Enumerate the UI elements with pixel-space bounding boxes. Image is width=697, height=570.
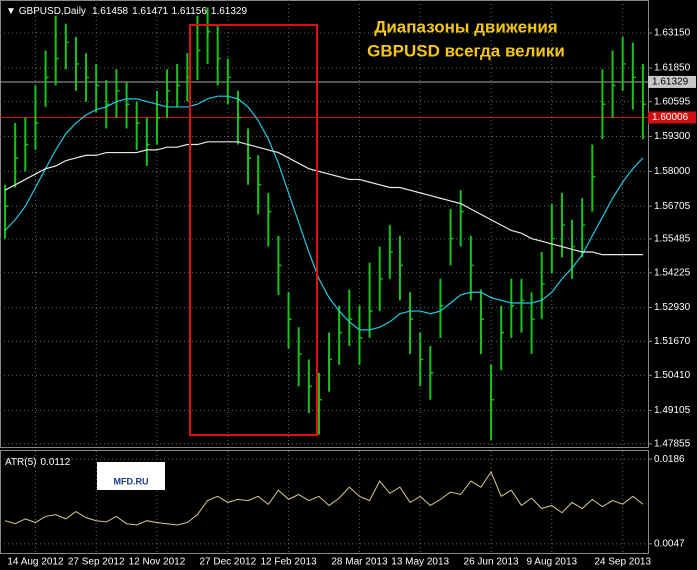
annotation: Диапазоны движения	[374, 17, 557, 36]
close: 1.61329	[211, 6, 248, 17]
open: 1.61458	[92, 6, 129, 17]
x-tick-label: 24 Sep 2013	[594, 557, 651, 568]
last-price-label: 1.61329	[652, 77, 689, 88]
y-tick-label: 1.54225	[654, 267, 691, 278]
logo	[97, 462, 165, 490]
y-tick-label: 1.56705	[654, 201, 691, 212]
annotation: GBPUSD всегда велики	[367, 41, 565, 60]
x-tick-label: 27 Sep 2012	[68, 557, 125, 568]
x-tick-label: 26 Jun 2013	[464, 557, 519, 568]
y-tick-label: 0.0186	[654, 454, 685, 465]
x-tick-label: 28 Mar 2013	[331, 557, 388, 568]
header: ▼ GBPUSD,Daily 1.61458 1.61471 1.61156 1.613…	[6, 6, 247, 17]
highlight-box	[189, 24, 318, 436]
y-tick-label: 1.50410	[654, 370, 691, 381]
y-tick-label: 1.59300	[654, 131, 691, 142]
indicator-label: ATR(5) 0.0112	[5, 457, 71, 468]
last-price-box	[648, 75, 696, 88]
y-tick-label: 0.0047	[654, 538, 685, 549]
x-tick-label: 9 Aug 2013	[527, 557, 578, 568]
moving-average	[4, 95, 644, 331]
moving-average	[4, 141, 643, 256]
high: 1.61471	[132, 6, 169, 17]
y-tick-label: 1.61850	[654, 63, 691, 74]
y-tick-label: 1.60595	[654, 96, 691, 107]
y-tick-label: 1.47855	[654, 439, 691, 450]
logo-text: MFD.RU	[114, 476, 149, 486]
main-pane-frame	[0, 0, 649, 448]
atr-pane-frame	[0, 450, 649, 554]
x-tick-label: 27 Dec 2012	[199, 557, 256, 568]
level-label: 1.60006	[652, 112, 689, 123]
y-tick-label: 1.51670	[654, 336, 691, 347]
low: 1.61156	[172, 6, 208, 17]
indicator-line	[4, 470, 644, 526]
x-tick-label: 14 Aug 2012	[7, 557, 64, 568]
y-tick-label: 1.55485	[654, 234, 691, 245]
y-tick-label: 1.58000	[654, 166, 691, 177]
y-tick-label: 1.52930	[654, 302, 691, 313]
symbol: GBPUSD,Daily	[19, 6, 86, 17]
header-arrow: ▼	[6, 6, 19, 17]
x-tick-label: 13 May 2013	[391, 557, 449, 568]
level-box	[648, 111, 696, 124]
x-tick-label: 12 Nov 2012	[129, 557, 186, 568]
x-tick-label: 12 Feb 2013	[260, 557, 317, 568]
indicator-value: 0.0112	[40, 457, 70, 468]
indicator-name: ATR(5)	[5, 457, 36, 468]
y-tick-label: 1.63150	[654, 28, 691, 39]
y-tick-label: 1.49105	[654, 405, 691, 416]
